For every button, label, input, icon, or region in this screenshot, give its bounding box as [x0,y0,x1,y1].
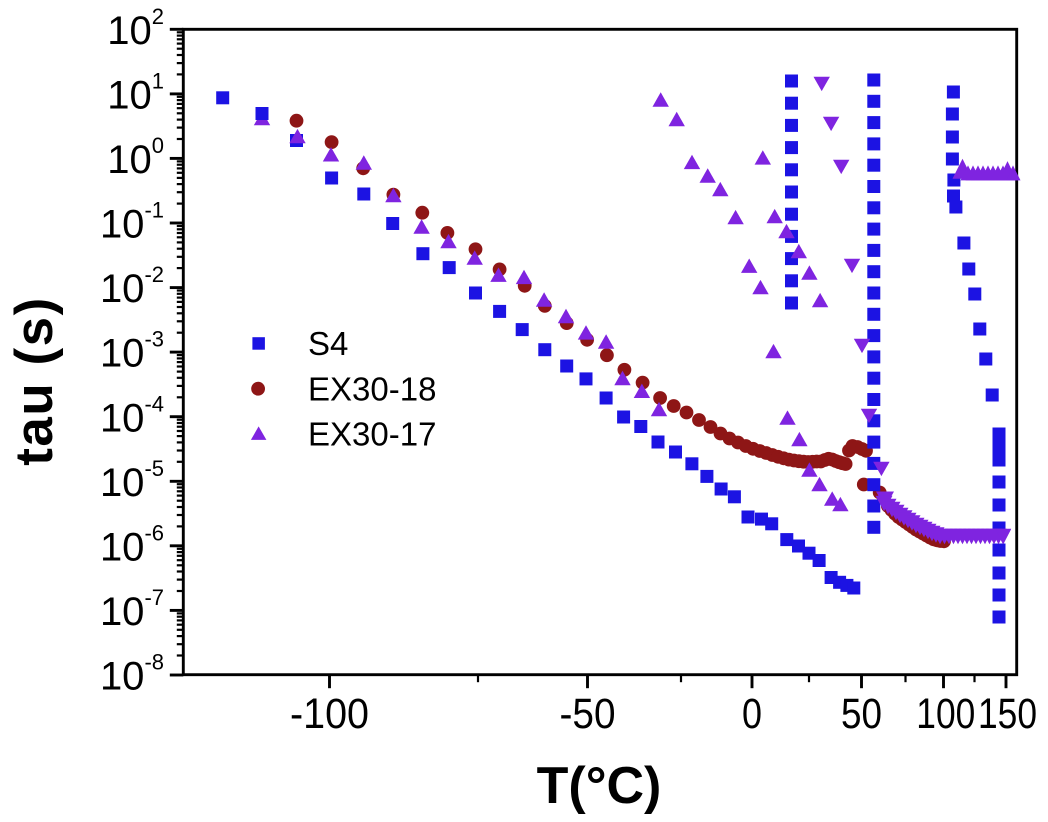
svg-text:100: 100 [916,690,975,738]
svg-text:EX30-17: EX30-17 [308,416,436,453]
svg-text:10-4: 10-4 [100,391,164,440]
svg-text:50: 50 [841,690,882,738]
svg-text:S4: S4 [308,325,348,362]
svg-text:0: 0 [742,690,762,738]
svg-text:T(°C): T(°C) [537,757,662,815]
svg-text:-100: -100 [290,690,369,738]
svg-text:EX30-18: EX30-18 [308,371,436,408]
svg-text:tau (s): tau (s) [5,296,64,466]
svg-text:150: 150 [978,690,1037,738]
svg-text:-50: -50 [560,690,616,738]
